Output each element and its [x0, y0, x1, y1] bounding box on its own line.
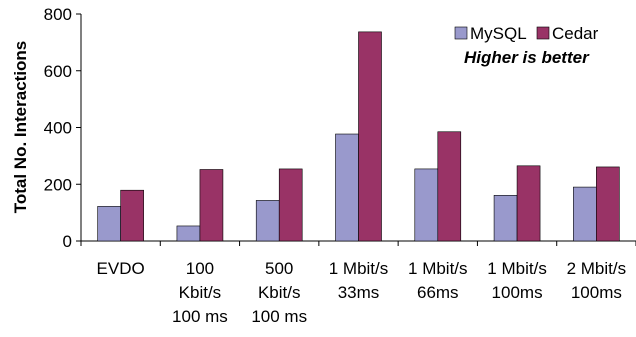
y-axis-title-group: Total No. Interactions: [11, 41, 30, 214]
legend-swatch-mysql: [454, 26, 468, 40]
bar-cedar-0: [120, 189, 144, 242]
bars: [97, 31, 620, 242]
legend-label-cedar: Cedar: [552, 24, 599, 43]
x-axis-tick-labels: EVDO 100 Kbit/s 100 ms 500 Kbit/s 100 ms 1 Mbit…: [97, 259, 627, 326]
bar-mysql-5: [493, 195, 518, 242]
y-tick-label: 200: [44, 175, 72, 194]
x-tick-label: 100: [186, 259, 214, 278]
x-tick-label: Kbit/s: [179, 283, 222, 302]
y-tick-label: 800: [44, 5, 72, 24]
x-tick-label: 1 Mbit/s: [329, 259, 389, 278]
bar-cedar-6: [596, 166, 620, 242]
y-axis-ticks: 0 200 400 600 800: [44, 5, 636, 251]
x-tick-label: 100 ms: [251, 307, 307, 326]
legend: MySQL Cedar: [454, 24, 599, 43]
x-tick-label: 1 Mbit/s: [487, 259, 547, 278]
x-tick-label: 66ms: [417, 283, 459, 302]
bar-cedar-1: [199, 169, 224, 242]
bar-cedar-4: [437, 131, 462, 242]
legend-swatch-cedar: [536, 26, 550, 40]
x-tick-label: 100 ms: [172, 307, 228, 326]
bar-mysql-4: [414, 168, 439, 242]
x-tick-label: 500: [265, 259, 293, 278]
bar-cedar-2: [278, 168, 303, 242]
x-tick-label: 2 Mbit/s: [567, 259, 627, 278]
x-tick-label: 1 Mbit/s: [408, 259, 468, 278]
y-tick-label: 400: [44, 119, 72, 138]
y-tick-label: 600: [44, 62, 72, 81]
x-tick-label: 100ms: [492, 283, 543, 302]
x-tick-label: EVDO: [97, 259, 145, 278]
x-tick-label: 33ms: [338, 283, 380, 302]
bar-cedar-5: [516, 165, 541, 242]
bar-mysql-0: [97, 206, 121, 242]
bar-mysql-2: [255, 200, 280, 242]
bar-mysql-3: [335, 133, 359, 242]
bar-mysql-1: [176, 225, 201, 242]
x-tick-label: Kbit/s: [258, 283, 301, 302]
legend-label-mysql: MySQL: [470, 24, 527, 43]
y-tick-label: 0: [63, 232, 72, 251]
x-tick-label: 100ms: [571, 283, 622, 302]
bar-cedar-3: [358, 31, 382, 242]
bar-mysql-6: [573, 186, 597, 242]
chart-annotation: Higher is better: [464, 48, 590, 67]
y-axis-title: Total No. Interactions: [11, 41, 30, 214]
